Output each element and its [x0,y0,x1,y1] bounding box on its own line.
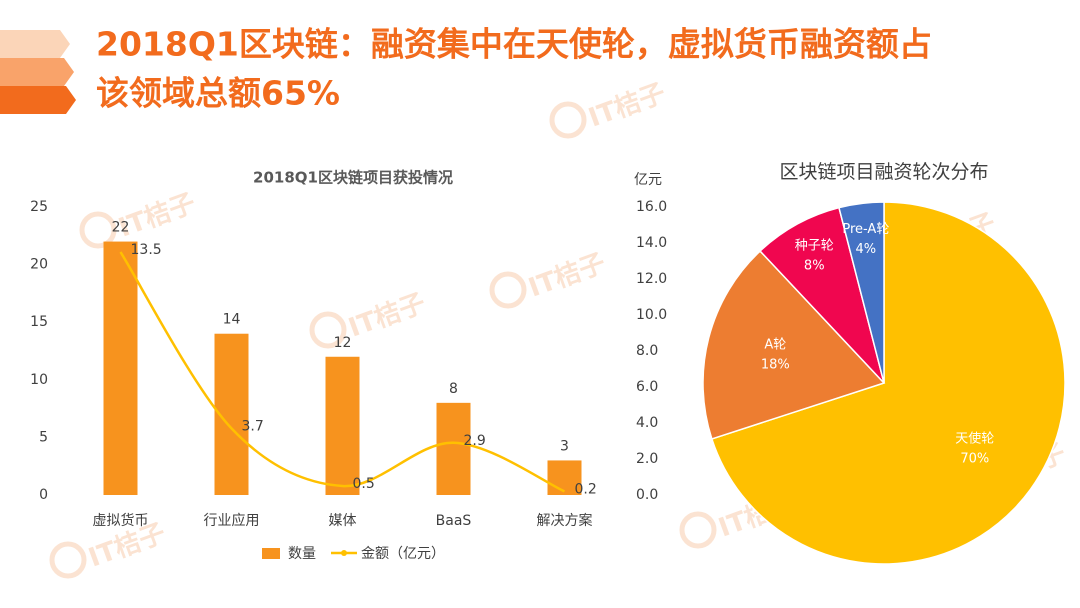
bar [436,402,471,495]
watermark-icon [49,541,87,579]
y2-tick-label: 6.0 [636,379,658,395]
stripe [0,30,70,58]
pie-slice [759,206,885,384]
x-tick-label: BaaS [436,513,472,529]
watermark-icon [489,271,527,309]
bar [547,460,582,495]
watermark-icon [679,511,717,549]
x-tick-label: 解决方案 [537,512,593,529]
x-tick-label: 虚拟货币 [93,512,149,529]
y2-tick-label: 4.0 [636,415,658,431]
line-value-label: 13.5 [131,242,162,258]
line [119,251,566,493]
legend-label: 金额（亿元） [361,546,445,562]
line-value-label: 0.5 [353,476,375,492]
watermark-icon [309,311,347,349]
pie-slice [838,201,885,384]
y2-tick-label: 0.0 [636,487,658,503]
line-value-label: 2.9 [464,433,486,449]
bar-value-label: 12 [334,335,352,351]
slice-label: 种子轮 [795,239,834,254]
watermark-icon [549,101,587,139]
y-tick-label: 0 [39,487,48,503]
line-value-label: 0.2 [575,481,597,497]
slice-value-label: 8% [804,259,825,274]
watermark-icon [79,211,117,249]
bar [103,241,138,495]
bar-value-label: 14 [223,312,241,328]
headline: 该领域总额65% [96,74,340,113]
bar-value-label: 8 [449,381,458,397]
y-tick-label: 10 [30,372,48,388]
slice-value-label: 18% [761,358,790,373]
pie-slice [702,249,886,440]
y2-tick-label: 16.0 [636,199,667,215]
slice-label: Pre-A轮 [842,222,889,237]
y-tick-label: 15 [30,314,48,330]
stripe [0,86,76,114]
y2-tick-label: 10.0 [636,307,667,323]
legend-label: 数量 [288,546,316,562]
headline: 2018Q1区块链：融资集中在天使轮，虚拟货币融资额占 [96,25,932,64]
bar-value-label: 22 [112,220,130,236]
y2-tick-label: 8.0 [636,343,658,359]
chart-title: 2018Q1区块链项目获投情况 [253,169,453,187]
x-tick-label: 行业应用 [204,512,260,529]
y-tick-label: 25 [30,199,48,215]
bar-value-label: 3 [560,438,569,454]
x-tick-label: 媒体 [329,513,357,529]
y-tick-label: 5 [39,429,48,445]
slice-value-label: 4% [856,242,877,257]
pie-slice [710,201,1066,565]
y2-axis-label: 亿元 [634,172,662,188]
y2-tick-label: 2.0 [636,451,658,467]
slice-value-label: 70% [960,451,989,466]
legend-swatch [262,548,280,559]
stripe [0,58,74,86]
slice-label: A轮 [764,338,786,353]
bar [325,356,360,495]
y2-tick-label: 14.0 [636,235,667,251]
chart-title: 区块链项目融资轮次分布 [779,161,988,183]
slice-label: 天使轮 [955,430,994,446]
y-tick-label: 20 [30,257,48,273]
line-value-label: 3.7 [242,418,264,434]
legend-swatch [341,550,347,556]
y2-tick-label: 12.0 [636,271,667,287]
